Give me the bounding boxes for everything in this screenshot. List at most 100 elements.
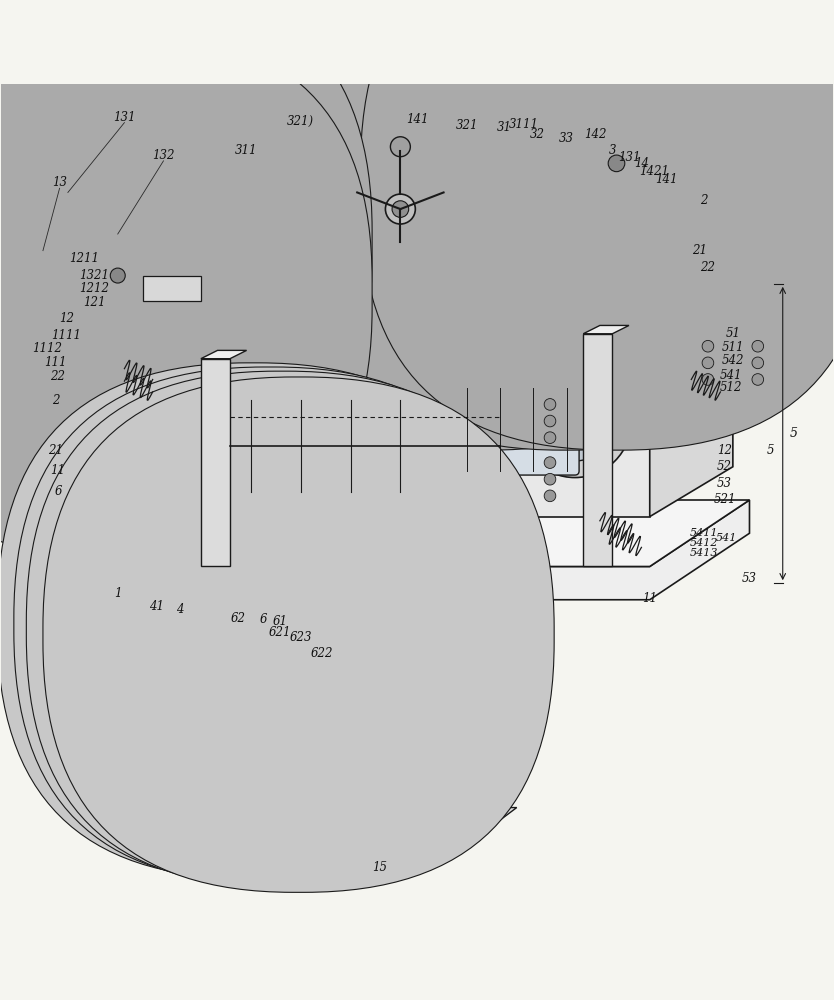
- Text: 5: 5: [790, 427, 797, 440]
- Circle shape: [558, 155, 575, 172]
- Text: 141: 141: [406, 113, 428, 126]
- FancyBboxPatch shape: [310, 0, 822, 450]
- Polygon shape: [184, 226, 683, 267]
- Polygon shape: [583, 334, 612, 566]
- Text: 22: 22: [701, 261, 716, 274]
- Ellipse shape: [353, 396, 374, 496]
- FancyBboxPatch shape: [0, 30, 372, 558]
- Text: 13: 13: [52, 176, 67, 189]
- Circle shape: [544, 473, 555, 485]
- FancyBboxPatch shape: [14, 367, 525, 882]
- Polygon shape: [500, 334, 650, 517]
- Text: 111: 111: [44, 356, 67, 369]
- Circle shape: [390, 137, 410, 157]
- Circle shape: [392, 201, 409, 217]
- Text: 21: 21: [692, 244, 707, 257]
- Text: 51: 51: [726, 327, 741, 340]
- Text: 5413: 5413: [690, 548, 718, 558]
- Text: 1112: 1112: [32, 342, 62, 355]
- Circle shape: [752, 374, 764, 385]
- Text: 12: 12: [58, 312, 73, 325]
- Text: 132: 132: [153, 149, 175, 162]
- Text: 6: 6: [259, 613, 267, 626]
- Circle shape: [535, 381, 615, 461]
- Text: 1212: 1212: [79, 282, 109, 295]
- Polygon shape: [35, 234, 101, 417]
- Circle shape: [84, 409, 209, 533]
- Circle shape: [752, 340, 764, 352]
- Circle shape: [110, 268, 125, 283]
- Text: 1211: 1211: [69, 252, 99, 265]
- Text: 1421: 1421: [639, 165, 669, 178]
- FancyBboxPatch shape: [0, 363, 509, 878]
- FancyBboxPatch shape: [144, 0, 656, 450]
- Text: 15: 15: [372, 861, 387, 874]
- FancyBboxPatch shape: [222, 396, 463, 496]
- Polygon shape: [683, 184, 750, 267]
- Circle shape: [392, 155, 409, 172]
- Polygon shape: [101, 500, 750, 600]
- Text: 1111: 1111: [51, 329, 81, 342]
- Text: 1: 1: [114, 587, 122, 600]
- Text: 32: 32: [530, 128, 545, 141]
- Text: 131: 131: [113, 111, 136, 124]
- Circle shape: [544, 432, 555, 443]
- Circle shape: [110, 218, 125, 233]
- Polygon shape: [716, 267, 799, 359]
- Circle shape: [752, 357, 764, 369]
- Text: 61: 61: [273, 615, 288, 628]
- FancyBboxPatch shape: [27, 371, 538, 887]
- Text: 5: 5: [766, 444, 774, 457]
- Polygon shape: [184, 184, 750, 226]
- Text: 3: 3: [609, 144, 616, 157]
- FancyBboxPatch shape: [43, 377, 554, 892]
- Polygon shape: [84, 334, 284, 375]
- Circle shape: [101, 425, 193, 517]
- Text: 141: 141: [656, 173, 677, 186]
- Text: 2: 2: [700, 194, 707, 207]
- Text: 41: 41: [149, 600, 164, 613]
- FancyBboxPatch shape: [438, 384, 579, 475]
- Circle shape: [702, 374, 714, 385]
- Text: 1321: 1321: [79, 269, 109, 282]
- Circle shape: [544, 490, 555, 502]
- Text: 5412: 5412: [690, 538, 718, 548]
- Text: 62: 62: [231, 612, 246, 625]
- Text: 11: 11: [50, 464, 65, 477]
- Circle shape: [519, 365, 631, 478]
- Text: 511: 511: [721, 341, 744, 354]
- Text: 11: 11: [642, 592, 657, 605]
- Polygon shape: [201, 350, 247, 359]
- Circle shape: [544, 399, 555, 410]
- Text: 22: 22: [50, 370, 65, 383]
- Ellipse shape: [257, 396, 278, 496]
- Text: 14: 14: [634, 157, 649, 170]
- Circle shape: [544, 415, 555, 427]
- Text: 321: 321: [455, 119, 478, 132]
- Circle shape: [702, 357, 714, 369]
- Polygon shape: [101, 192, 168, 417]
- Circle shape: [385, 194, 415, 224]
- FancyBboxPatch shape: [0, 0, 372, 508]
- Text: 621: 621: [269, 626, 291, 639]
- Text: 5411: 5411: [690, 528, 718, 538]
- Polygon shape: [650, 284, 733, 517]
- Text: 52: 52: [717, 460, 732, 473]
- Polygon shape: [218, 566, 251, 600]
- Circle shape: [702, 340, 714, 352]
- Text: 541: 541: [720, 369, 742, 382]
- Text: 311: 311: [235, 144, 258, 157]
- Polygon shape: [201, 359, 230, 566]
- Text: 521: 521: [713, 493, 736, 506]
- Circle shape: [122, 446, 172, 496]
- Text: 622: 622: [310, 647, 333, 660]
- Text: 12: 12: [717, 444, 732, 457]
- Text: 121: 121: [83, 296, 106, 309]
- FancyBboxPatch shape: [228, 0, 740, 450]
- Text: 623: 623: [289, 631, 312, 644]
- Polygon shape: [268, 808, 517, 832]
- Text: 541: 541: [716, 533, 737, 543]
- Text: 321): 321): [287, 115, 314, 128]
- Text: 2: 2: [52, 394, 59, 407]
- Text: 21: 21: [48, 444, 63, 457]
